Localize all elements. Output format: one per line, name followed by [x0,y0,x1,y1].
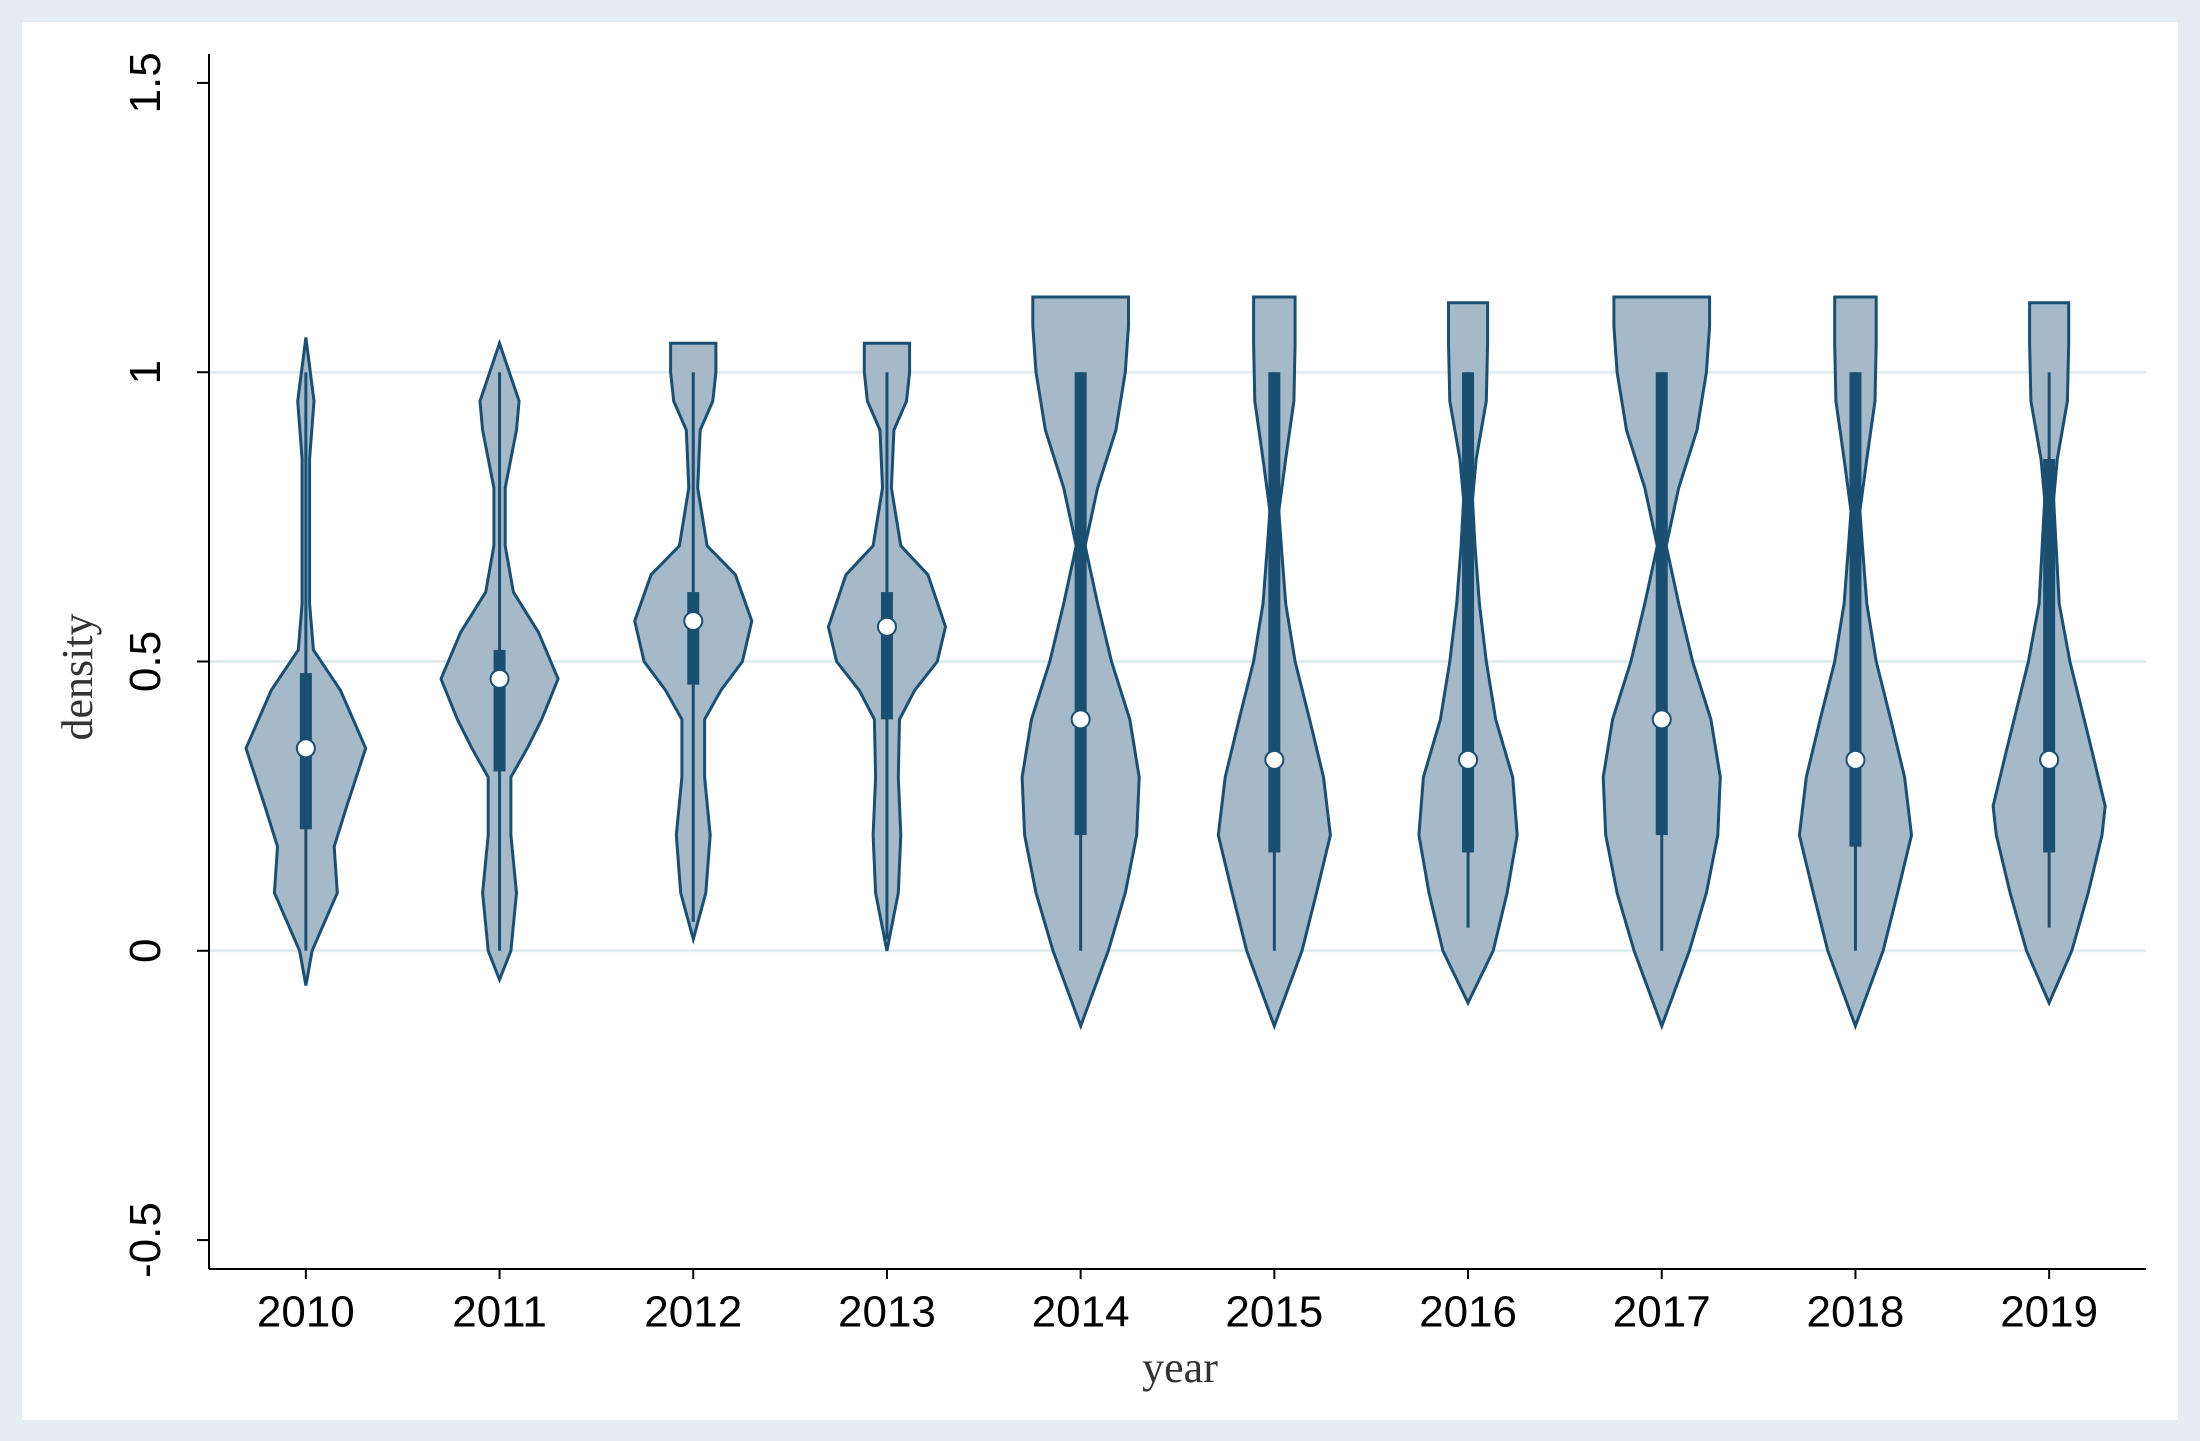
x-tick-label: 2012 [644,1288,742,1337]
median [295,738,316,759]
x-axis-title: year [1142,1343,1218,1392]
median [876,616,897,637]
box [493,649,506,772]
y-tick-label: 0.5 [121,631,170,692]
x-tick-label: 2013 [838,1288,936,1337]
median [1651,709,1672,730]
x-tick-label: 2010 [257,1288,355,1337]
box [1268,372,1281,853]
x-tick-label: 2011 [452,1288,547,1337]
box [687,592,700,685]
x-tick-label: 2014 [1032,1288,1130,1337]
box [1849,372,1862,847]
y-tick-label: 1.5 [121,52,170,113]
median [1458,749,1479,770]
median [1845,749,1866,770]
x-tick-label: 2018 [1807,1288,1905,1337]
box [1462,372,1475,853]
median [2039,749,2060,770]
x-tick-label: 2015 [1225,1288,1323,1337]
median [1264,749,1285,770]
x-tick-label: 2019 [2000,1288,2098,1337]
x-tick-label: 2017 [1613,1288,1711,1337]
box [1074,372,1087,836]
box [2043,459,2056,853]
median [489,668,510,689]
box [1655,372,1668,836]
y-axis-title: density [53,613,102,740]
median [1070,709,1091,730]
y-tick-label: -0.5 [121,1202,170,1278]
x-tick-label: 2016 [1419,1288,1517,1337]
box [880,592,893,720]
y-tick-label: 0 [121,939,170,963]
y-tick-label: 1 [121,360,170,384]
median [683,611,704,631]
